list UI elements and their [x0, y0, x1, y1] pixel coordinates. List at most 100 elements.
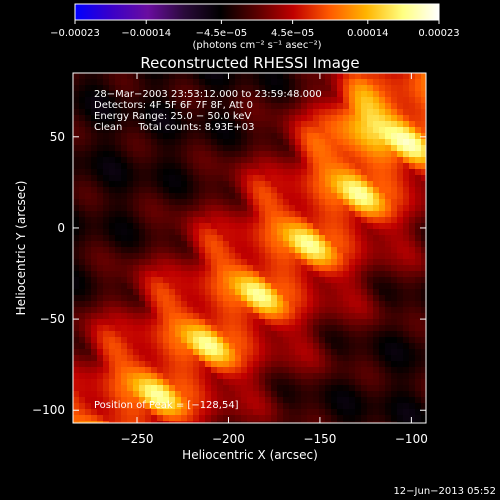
heatmap-cell [199, 259, 206, 266]
heatmap-cell [355, 367, 362, 374]
heatmap-cell [145, 73, 152, 80]
heatmap-cell [79, 331, 86, 338]
heatmap-cell [283, 367, 290, 374]
heatmap-cell [367, 247, 374, 254]
heatmap-cell [193, 241, 200, 248]
heatmap-cell [259, 277, 266, 284]
heatmap-cell [85, 295, 92, 302]
heatmap-cell [199, 403, 206, 410]
heatmap-cell [367, 145, 374, 152]
heatmap-cell [169, 397, 176, 404]
heatmap-cell [205, 253, 212, 260]
heatmap-cell [247, 325, 254, 332]
heatmap-cell [319, 331, 326, 338]
heatmap-cell [331, 259, 338, 266]
heatmap-cell [385, 103, 392, 110]
heatmap-cell [73, 289, 80, 296]
heatmap-cell [307, 175, 314, 182]
heatmap-cell [121, 229, 128, 236]
heatmap-cell [127, 307, 134, 314]
heatmap-cell [163, 211, 170, 218]
heatmap-cell [157, 349, 164, 356]
heatmap-cell [355, 307, 362, 314]
heatmap-cell [283, 397, 290, 404]
heatmap-cell [97, 229, 104, 236]
heatmap-cell [391, 319, 398, 326]
heatmap-cell [289, 169, 296, 176]
heatmap-cell [385, 109, 392, 116]
heatmap-cell [265, 421, 272, 423]
heatmap-cell [361, 319, 368, 326]
heatmap-cell [397, 289, 404, 296]
heatmap-cell [385, 409, 392, 416]
colorbar-tick-label: −0.00014 [121, 28, 171, 39]
heatmap-cell [391, 277, 398, 284]
heatmap-cell [301, 223, 308, 230]
heatmap-cell [151, 151, 158, 158]
heatmap-cell [79, 319, 86, 326]
heatmap-cell [97, 361, 104, 368]
heatmap-cell [193, 169, 200, 176]
heatmap-cell [325, 259, 332, 266]
heatmap-cell [121, 199, 128, 206]
heatmap-cell [277, 253, 284, 260]
heatmap-cell [373, 403, 380, 410]
heatmap-cell [241, 73, 248, 80]
heatmap-cell [271, 385, 278, 392]
heatmap-cell [121, 157, 128, 164]
heatmap-cell [109, 355, 116, 362]
heatmap-cell [319, 259, 326, 266]
heatmap-cell [355, 223, 362, 230]
heatmap-cell [367, 265, 374, 272]
heatmap-cell [319, 229, 326, 236]
heatmap-cell [169, 205, 176, 212]
heatmap-cell [127, 97, 134, 104]
heatmap-cell [265, 301, 272, 308]
heatmap-cell [337, 379, 344, 386]
heatmap-cell [115, 283, 122, 290]
heatmap-cell [109, 397, 116, 404]
heatmap-cell [403, 415, 410, 422]
heatmap-cell [91, 109, 98, 116]
heatmap-cell [79, 283, 86, 290]
heatmap-cell [181, 271, 188, 278]
heatmap-cell [109, 229, 116, 236]
heatmap-cell [331, 253, 338, 260]
heatmap-cell [151, 127, 158, 134]
heatmap-cell [193, 175, 200, 182]
heatmap-cell [415, 163, 422, 170]
heatmap-cell [121, 85, 128, 92]
heatmap-cell [163, 187, 170, 194]
heatmap-cell [331, 349, 338, 356]
heatmap-cell [409, 253, 416, 260]
heatmap-cell [397, 355, 404, 362]
heatmap-cell [277, 139, 284, 146]
heatmap-cell [133, 241, 140, 248]
heatmap-cell [397, 301, 404, 308]
heatmap-cell [187, 409, 194, 416]
heatmap-cell [319, 301, 326, 308]
heatmap-cell [385, 271, 392, 278]
heatmap-cell [193, 295, 200, 302]
heatmap-cell [343, 103, 350, 110]
heatmap-cell [379, 343, 386, 350]
heatmap-cell [91, 409, 98, 416]
heatmap-cell [223, 235, 230, 242]
heatmap-cell [217, 115, 224, 122]
heatmap-cell [355, 205, 362, 212]
heatmap-cell [385, 223, 392, 230]
heatmap-cell [169, 265, 176, 272]
heatmap-cell [127, 343, 134, 350]
heatmap-cell [325, 151, 332, 158]
heatmap-cell [385, 145, 392, 152]
heatmap-cell [205, 403, 212, 410]
heatmap-cell [343, 157, 350, 164]
heatmap-cell [97, 385, 104, 392]
heatmap-cell [97, 283, 104, 290]
heatmap-cell [307, 181, 314, 188]
heatmap-cell [265, 193, 272, 200]
heatmap-cell [265, 409, 272, 416]
heatmap-cell [349, 145, 356, 152]
heatmap-cell [115, 271, 122, 278]
heatmap-cell [241, 79, 248, 86]
